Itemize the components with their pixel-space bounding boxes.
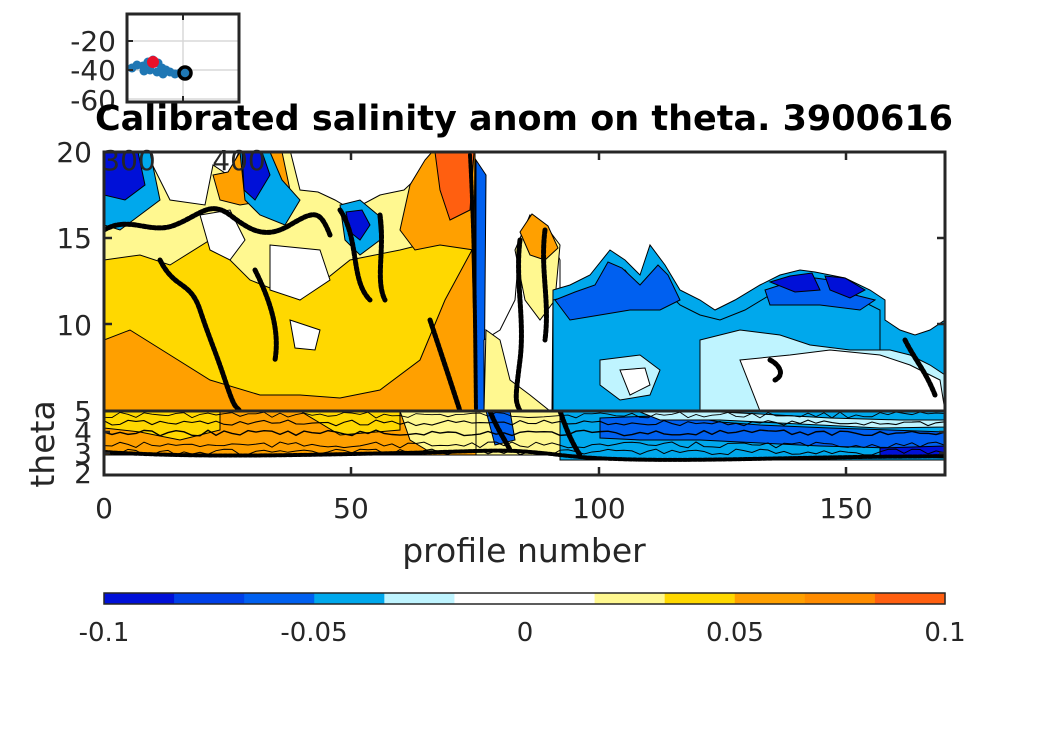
colorbar-segment (734, 593, 806, 604)
inset-x-tick-label-400: 400 (212, 144, 265, 177)
contour-fill (104, 152, 945, 475)
zero-contour (427, 317, 463, 411)
zero-contour (513, 237, 524, 411)
track-point (180, 68, 190, 78)
zero-contour (767, 357, 783, 383)
zero-contour (104, 448, 945, 462)
track-point (158, 69, 168, 79)
track-start-marker (147, 56, 159, 68)
contour-pos-max (434, 152, 475, 221)
x-axis-label: profile number (402, 531, 646, 570)
colorbar-segment (454, 593, 526, 604)
contour-neg-strong (241, 152, 271, 201)
zero-contour-lines (104, 153, 945, 462)
contour-neg-strong (824, 275, 867, 299)
main-axes: 0 50 100 150 5 10 15 20 2 3 4 profile nu… (23, 136, 947, 570)
colorbar: -0.1 -0.05 0 0.05 0.1 (79, 592, 966, 648)
upper-y-tick-label-15: 15 (56, 222, 92, 255)
contour-pos-strong (519, 213, 559, 261)
x-tick-label-150: 150 (819, 492, 872, 525)
colorbar-segment (874, 593, 946, 604)
contour-zero (269, 244, 331, 301)
contour-pos-faint (483, 329, 551, 411)
colorbar-tick-label-0.1: 0.1 (924, 618, 965, 648)
inset-y-tick-label-20: -20 (70, 25, 116, 58)
zero-contour (902, 337, 938, 398)
contour-neg-strong (768, 272, 821, 293)
zero-contour (468, 153, 478, 411)
axis-ticks (102, 150, 945, 477)
zero-contour (104, 206, 333, 238)
contour-pos-mid (104, 411, 221, 441)
colorbar-segment (244, 593, 315, 604)
zero-contour (377, 212, 388, 303)
zero-contour (157, 257, 243, 411)
colorbar-tick-label-neg-0.05: -0.05 (280, 618, 347, 648)
colorbar-segment (524, 593, 596, 604)
colorbar-segment (594, 593, 666, 604)
zero-contour (557, 411, 583, 458)
plot-box-upper (102, 150, 947, 477)
upper-y-tick-label-20: 20 (56, 136, 92, 169)
contour-neg-strong (104, 152, 146, 201)
contour-line (104, 429, 945, 437)
upper-y-tick-label-10: 10 (56, 309, 92, 342)
colorbar-tick-label-0: 0 (517, 618, 534, 648)
lower-y-tick-label-2: 2 (74, 457, 92, 490)
colorbar-segment (104, 593, 175, 604)
colorbar-segment (804, 593, 876, 604)
track-point (139, 66, 149, 76)
colorbar-tick-label-neg-0.1: -0.1 (79, 618, 130, 648)
lower-y-tick-label-3: 3 (74, 437, 92, 470)
colorbar-segment (384, 593, 456, 604)
upper-y-tick-label-5: 5 (74, 395, 92, 428)
x-tick-label-50: 50 (333, 492, 369, 525)
zero-contour (337, 207, 373, 303)
y-axis-label: theta (23, 400, 62, 487)
chart-title: Calibrated salinity anom on theta. 39006… (95, 99, 953, 139)
x-tick-label-0: 0 (95, 492, 113, 525)
x-tick-label-100: 100 (572, 492, 625, 525)
colorbar-segments (104, 593, 946, 604)
zero-contour (541, 227, 549, 343)
colorbar-segment (174, 593, 245, 604)
contour-pos-strong (104, 248, 477, 411)
contour-zero (739, 349, 945, 411)
contour-zero (289, 319, 321, 351)
lower-y-tick-label-4: 4 (74, 416, 92, 449)
contour-line (104, 419, 945, 427)
inset-y-tick-label-60: -60 (70, 84, 116, 117)
zero-contour (487, 411, 513, 453)
inset-y-tick-label-40: -40 (70, 54, 116, 87)
colorbar-tick-label-0.05: 0.05 (706, 618, 764, 648)
contour-zero (619, 367, 651, 396)
track-end-marker (177, 65, 193, 81)
colorbar-segment (314, 593, 385, 604)
contour-line (104, 441, 945, 449)
contour-neg-mid (554, 261, 681, 321)
inset-x-tick-label-300: 300 (102, 144, 155, 177)
colorbar-frame (103, 592, 946, 605)
zero-contour (252, 267, 279, 363)
contour-line (104, 411, 945, 419)
colorbar-segment (664, 593, 736, 604)
inset-map: -20 -40 -60 (70, 12, 241, 117)
